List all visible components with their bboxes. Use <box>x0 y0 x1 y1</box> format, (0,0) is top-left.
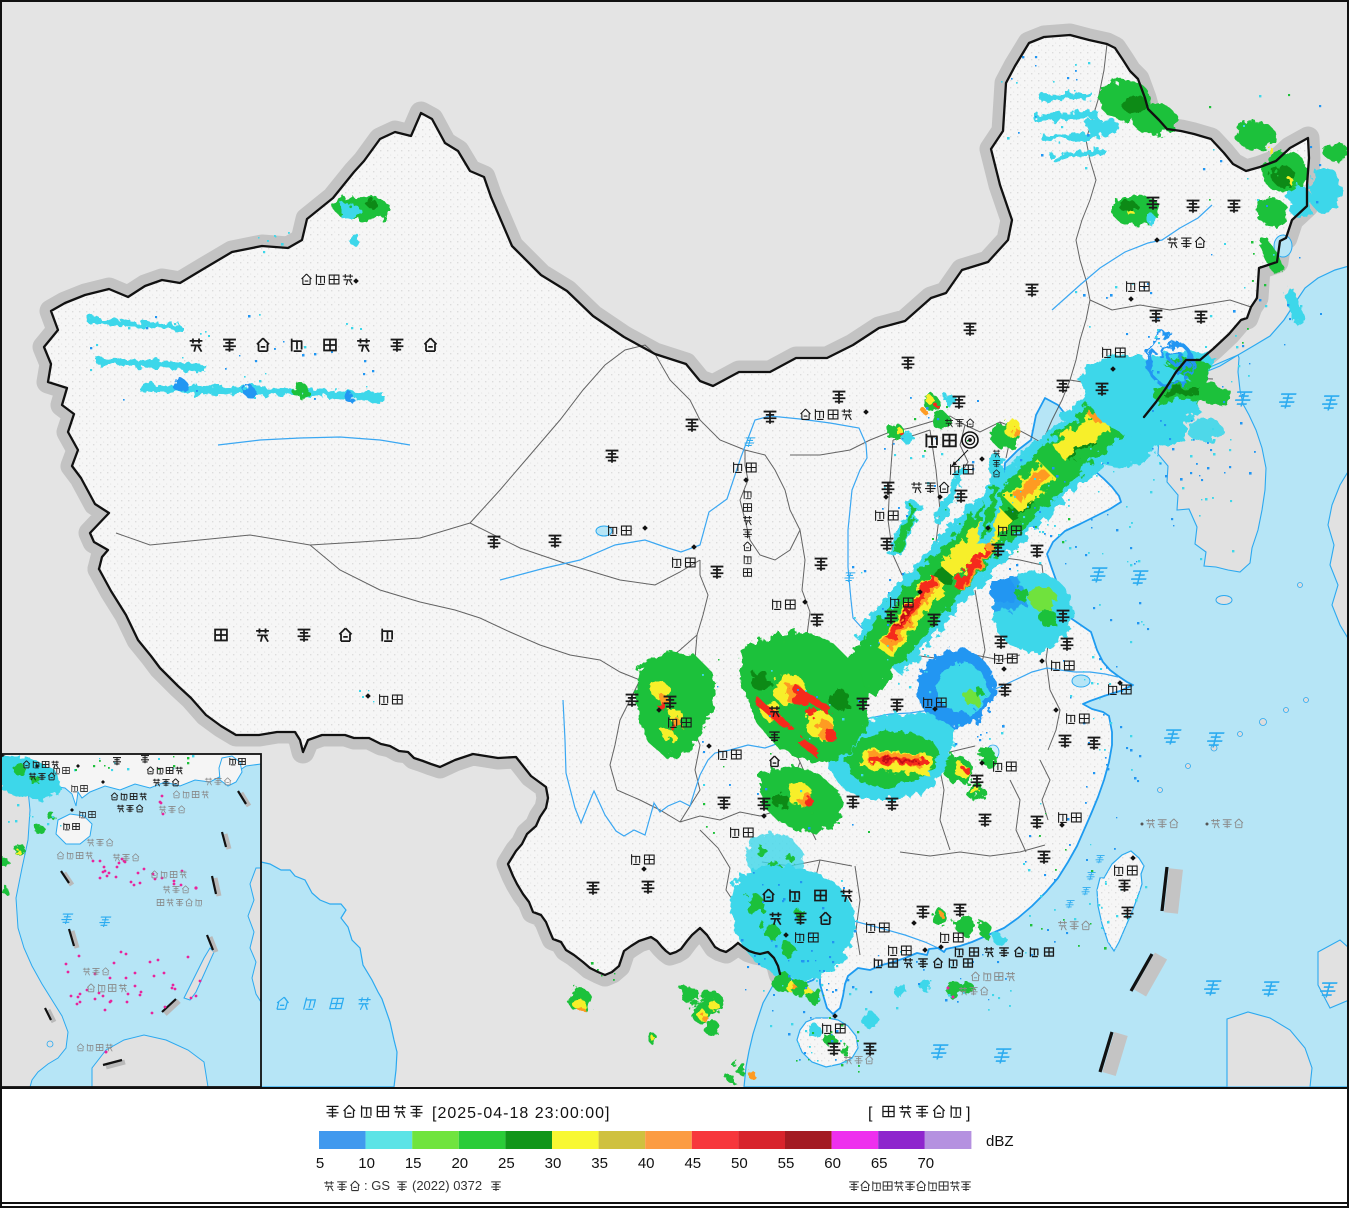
svg-text:]: ] <box>966 1105 970 1122</box>
svg-text:65: 65 <box>871 1155 888 1172</box>
svg-text:15: 15 <box>405 1155 422 1172</box>
svg-text:10: 10 <box>358 1155 375 1172</box>
svg-text:35: 35 <box>591 1155 608 1172</box>
svg-text:: GS: : GS <box>364 1178 390 1193</box>
svg-text:55: 55 <box>778 1155 795 1172</box>
svg-text:(2022) 0372: (2022) 0372 <box>412 1178 482 1193</box>
svg-text:[: [ <box>868 1105 873 1122</box>
svg-text:20: 20 <box>451 1155 468 1172</box>
svg-text:5: 5 <box>316 1155 324 1172</box>
svg-text:70: 70 <box>917 1155 934 1172</box>
svg-text:dBZ: dBZ <box>986 1133 1014 1150</box>
svg-text:40: 40 <box>638 1155 655 1172</box>
svg-text:25: 25 <box>498 1155 515 1172</box>
svg-text:60: 60 <box>824 1155 841 1172</box>
svg-text:50: 50 <box>731 1155 748 1172</box>
svg-text:30: 30 <box>545 1155 562 1172</box>
svg-text:[2025-04-18 23:00:00]: [2025-04-18 23:00:00] <box>432 1105 610 1122</box>
svg-text:45: 45 <box>684 1155 701 1172</box>
